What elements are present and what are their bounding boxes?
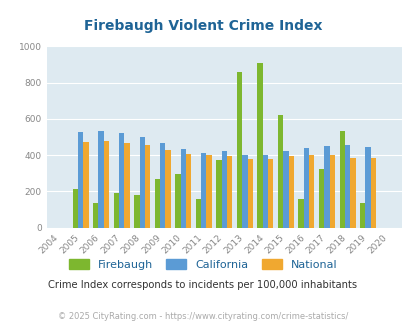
Bar xyxy=(277,115,283,228)
Bar xyxy=(324,146,329,228)
Bar xyxy=(221,150,226,228)
Bar xyxy=(104,142,109,228)
Bar xyxy=(93,203,98,228)
Bar xyxy=(242,154,247,228)
Bar xyxy=(98,131,104,228)
Bar xyxy=(226,156,232,228)
Bar xyxy=(195,199,200,228)
Bar xyxy=(262,155,267,228)
Text: Crime Index corresponds to incidents per 100,000 inhabitants: Crime Index corresponds to incidents per… xyxy=(48,280,357,290)
Bar xyxy=(359,203,364,228)
Bar xyxy=(350,158,355,228)
Bar xyxy=(185,154,191,228)
Bar xyxy=(329,155,334,228)
Bar xyxy=(145,145,150,228)
Bar xyxy=(288,156,293,228)
Bar xyxy=(364,147,370,228)
Bar xyxy=(308,155,314,228)
Bar xyxy=(318,169,324,228)
Bar xyxy=(370,158,375,228)
Bar xyxy=(134,195,139,228)
Bar xyxy=(175,174,180,228)
Bar xyxy=(267,159,273,228)
Bar xyxy=(113,193,119,228)
Bar xyxy=(283,150,288,228)
Bar xyxy=(119,133,124,228)
Bar xyxy=(72,189,78,228)
Bar xyxy=(139,137,145,228)
Bar xyxy=(303,148,308,228)
Bar xyxy=(236,72,242,228)
Bar xyxy=(200,153,206,228)
Bar xyxy=(206,155,211,228)
Bar xyxy=(216,160,221,228)
Bar xyxy=(298,199,303,228)
Bar xyxy=(160,143,165,228)
Bar xyxy=(339,131,344,228)
Text: Firebaugh Violent Crime Index: Firebaugh Violent Crime Index xyxy=(83,19,322,33)
Bar xyxy=(83,143,88,228)
Bar xyxy=(247,159,252,228)
Bar xyxy=(124,143,129,228)
Bar xyxy=(154,179,160,228)
Bar xyxy=(257,63,262,228)
Bar xyxy=(180,149,185,228)
Bar xyxy=(165,150,170,228)
Text: © 2025 CityRating.com - https://www.cityrating.com/crime-statistics/: © 2025 CityRating.com - https://www.city… xyxy=(58,312,347,321)
Legend: Firebaugh, California, National: Firebaugh, California, National xyxy=(64,255,341,274)
Bar xyxy=(344,146,350,228)
Bar xyxy=(78,131,83,228)
